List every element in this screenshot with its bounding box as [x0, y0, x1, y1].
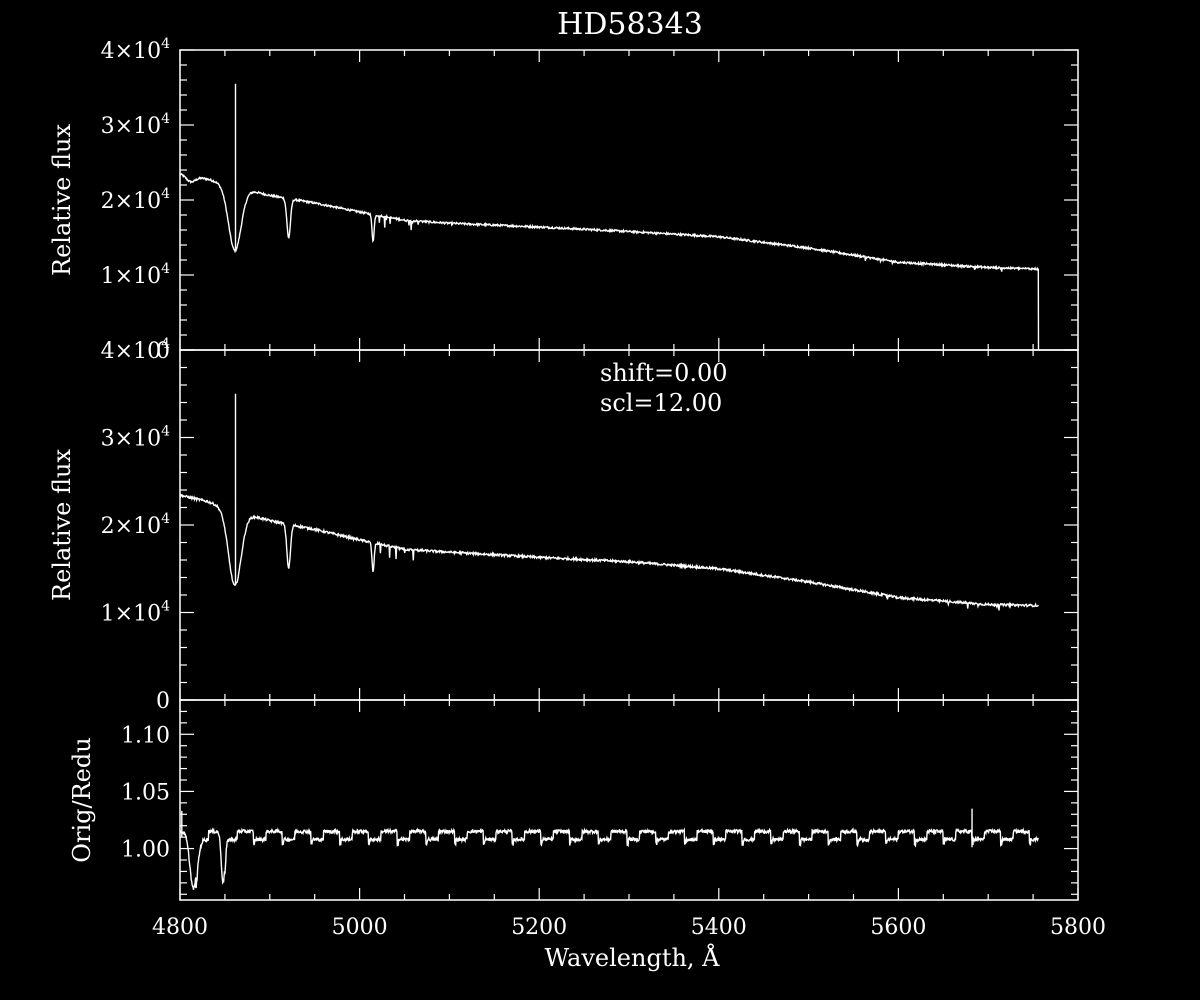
y-tick-label: 1×104	[101, 261, 170, 289]
y-tick-label: 4×104	[101, 36, 170, 64]
y-tick-label: 2×104	[101, 186, 170, 214]
y-tick-exponent: 4	[161, 336, 170, 352]
panel-top-tick-labels: 0 1×104 2×104 3×104 4×104	[101, 36, 170, 364]
x-tick-label: 5200	[511, 915, 567, 940]
panel-middle-tick-labels: 0 1×104 2×104 3×104 4×104	[101, 336, 170, 714]
panel-bottom-tick-labels: 1.00 1.05 1.10	[121, 723, 170, 862]
panel-bottom-frame	[179, 699, 1079, 901]
panel-bottom-ticks	[179, 699, 1079, 900]
panel-middle-ylabel: Relative flux	[48, 449, 76, 601]
y-tick-label: 1.00	[121, 838, 170, 863]
x-tick-label: 5800	[1050, 915, 1106, 940]
panel-top-frame	[179, 49, 1079, 351]
y-tick-label: 3×104	[101, 111, 170, 139]
y-tick-label: 1×104	[101, 599, 170, 627]
y-tick-label: 0	[156, 689, 170, 714]
panel-bottom-ratio-line	[179, 808, 1040, 890]
x-tick-labels: 4800 5000 5200 5400 5600 5800	[152, 915, 1106, 940]
panel-top-ticks	[179, 49, 1079, 351]
y-tick-label: 1.05	[121, 780, 170, 805]
x-tick-label: 5600	[870, 915, 926, 940]
panel-top-spectrum-line	[179, 83, 1040, 351]
annotation-scl: scl=12.00	[600, 389, 722, 417]
y-tick-label: 3×104	[101, 424, 170, 452]
chart-title: HD58343	[557, 7, 703, 42]
panel-middle-ticks	[179, 349, 1079, 701]
panel-top: 0 1×104 2×104 3×104 4×104 Relative flux	[48, 36, 1079, 364]
panel-bottom-ylabel: Orig/Redu	[68, 737, 96, 862]
y-tick-label: 1.10	[121, 723, 170, 748]
y-tick-label: 4×104	[101, 336, 170, 364]
y-tick-exponent: 4	[161, 599, 170, 615]
y-tick-exponent: 4	[161, 186, 170, 202]
annotation-shift: shift=0.00	[600, 359, 728, 387]
x-tick-label: 5000	[332, 915, 388, 940]
x-tick-label: 5400	[691, 915, 747, 940]
panel-middle-spectrum-line	[179, 393, 1039, 611]
x-tick-label: 4800	[152, 915, 208, 940]
panel-bottom: 1.00 1.05 1.10 Orig/Redu	[68, 699, 1079, 901]
y-tick-exponent: 4	[161, 36, 170, 52]
x-axis-label: Wavelength, Å	[544, 943, 720, 972]
y-tick-exponent: 4	[161, 111, 170, 127]
panel-middle: 0 1×104 2×104 3×104 4×104 Relative flux shif…	[48, 336, 1079, 714]
y-tick-exponent: 4	[161, 511, 170, 527]
y-tick-label: 2×104	[101, 511, 170, 539]
y-tick-exponent: 4	[161, 261, 170, 277]
y-tick-label: 0	[156, 339, 170, 364]
y-tick-exponent: 4	[161, 424, 170, 440]
panel-top-ylabel: Relative flux	[48, 124, 76, 276]
